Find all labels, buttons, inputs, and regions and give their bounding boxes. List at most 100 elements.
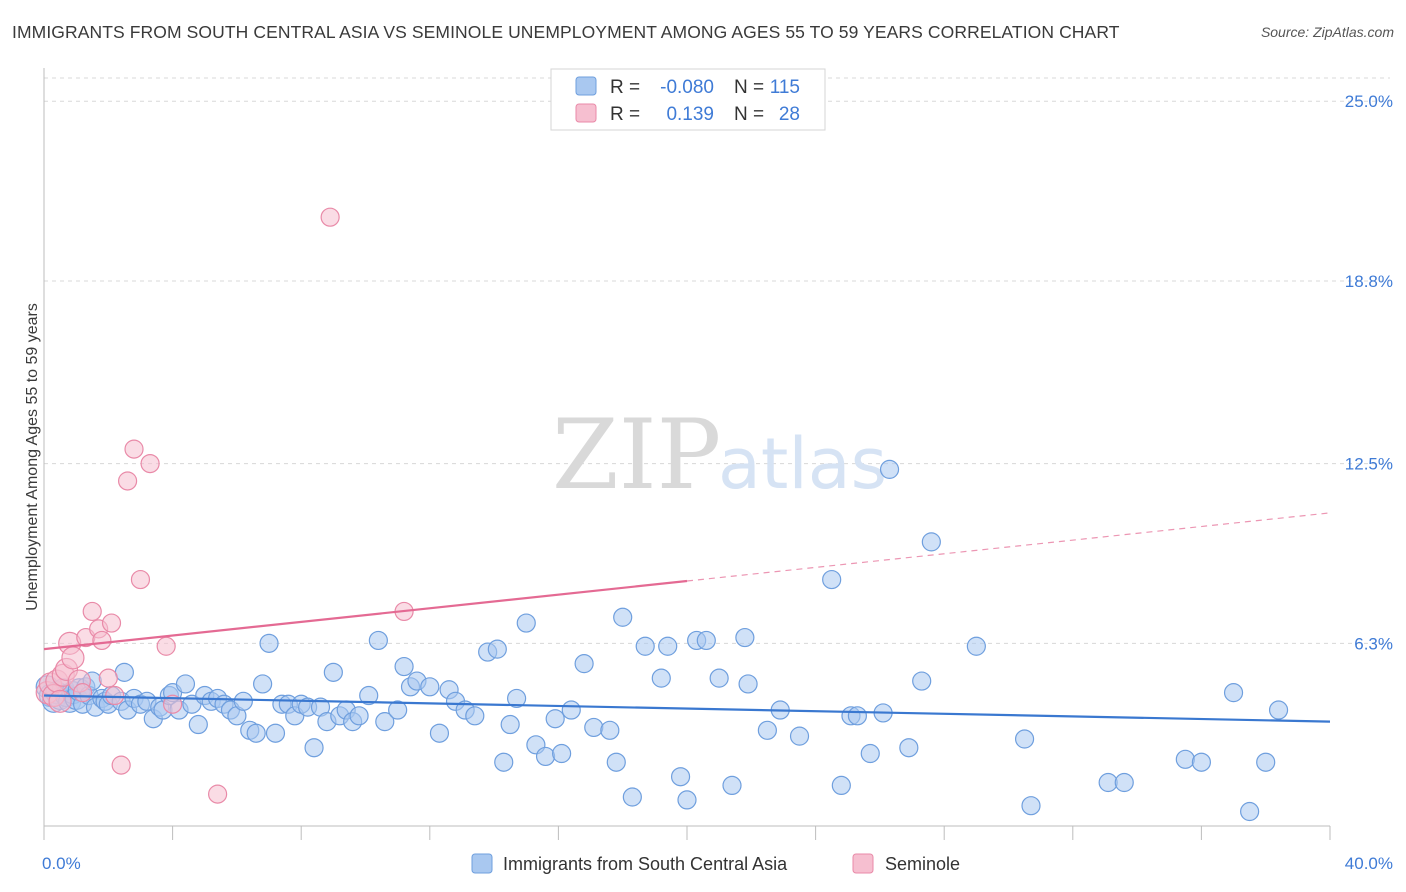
legend-n-value-2: 28 xyxy=(779,104,800,125)
pink-point-12 xyxy=(82,601,102,622)
watermark-zip: ZIP xyxy=(552,399,721,511)
blue-point-34 xyxy=(188,714,208,735)
pink-point-10 xyxy=(72,683,93,703)
pink-point-19 xyxy=(117,471,138,491)
source-label: Source: ZipAtlas.com xyxy=(1260,24,1394,40)
legend-swatch-pink xyxy=(575,103,597,123)
blue-point-97 xyxy=(709,668,729,688)
blue-point-121 xyxy=(1240,801,1260,822)
series-pink-points xyxy=(35,207,414,804)
legend-box: R = -0.080 N = 115 R = 0.139 N = 28 xyxy=(550,68,826,131)
blue-point-114 xyxy=(966,636,986,656)
blue-point-119 xyxy=(1191,752,1212,772)
blue-point-93 xyxy=(670,767,691,787)
legend-swatch-blue xyxy=(575,76,597,96)
blue-point-92 xyxy=(658,636,678,656)
pink-point-15 xyxy=(98,668,118,688)
pink-point-21 xyxy=(130,569,151,590)
y-tick-label-2: 18.8% xyxy=(1345,272,1393,291)
blue-point-43 xyxy=(246,723,266,743)
y-tick-label-0: 6.3% xyxy=(1354,634,1393,653)
blue-point-101 xyxy=(757,720,777,740)
blue-point-103 xyxy=(789,726,810,746)
blue-point-105 xyxy=(831,775,851,796)
blue-point-122 xyxy=(1268,700,1289,720)
legend-r-value-2: 0.139 xyxy=(666,104,714,125)
blue-point-72 xyxy=(465,706,485,726)
pink-point-18 xyxy=(111,755,131,775)
blue-point-111 xyxy=(899,738,919,758)
blue-point-74 xyxy=(487,639,507,659)
trend-lines xyxy=(43,512,1331,723)
x-tick-label-1: 40.0% xyxy=(1345,854,1393,873)
blue-point-118 xyxy=(1175,749,1195,769)
blue-point-55 xyxy=(323,662,343,682)
blue-point-115 xyxy=(1021,796,1041,816)
pink-point-8 xyxy=(61,646,85,670)
pink-point-16 xyxy=(101,613,122,633)
blue-point-75 xyxy=(494,752,514,772)
blue-point-76 xyxy=(500,714,520,735)
x-tick-label-0: 0.0% xyxy=(42,854,81,873)
trend-line-pink-extension xyxy=(686,512,1331,582)
blue-point-94 xyxy=(677,790,697,810)
y-axis-label: Unemployment Among Ages 55 to 59 years xyxy=(24,303,41,611)
blue-point-120 xyxy=(1223,683,1244,703)
blue-point-116 xyxy=(1098,772,1118,793)
blue-point-99 xyxy=(735,627,755,648)
pink-point-25 xyxy=(208,784,228,804)
legend-r-value-1: -0.080 xyxy=(660,77,714,98)
blue-point-64 xyxy=(394,656,414,677)
blue-point-60 xyxy=(359,685,379,706)
pink-point-20 xyxy=(124,439,144,459)
blue-point-41 xyxy=(233,691,253,711)
gridlines xyxy=(44,77,1390,644)
bottom-legend: Immigrants from South Central Asia Semin… xyxy=(471,853,960,874)
blue-point-59 xyxy=(349,706,369,726)
trend-line-blue xyxy=(43,694,1331,723)
blue-point-110 xyxy=(879,459,900,479)
legend-r-label-1: R = xyxy=(610,77,640,98)
blue-point-107 xyxy=(847,706,867,726)
blue-point-86 xyxy=(600,720,620,740)
legend-n-label-1: N = xyxy=(734,77,764,98)
blue-point-67 xyxy=(420,677,440,697)
blue-point-91 xyxy=(651,668,671,688)
blue-point-96 xyxy=(696,630,716,651)
blue-point-83 xyxy=(561,700,581,720)
watermark: ZIP atlas xyxy=(552,399,887,511)
blue-point-112 xyxy=(912,671,932,691)
blue-point-90 xyxy=(635,636,655,656)
blue-point-85 xyxy=(584,717,604,738)
blue-point-78 xyxy=(516,613,536,633)
blue-point-104 xyxy=(822,569,842,590)
bottom-legend-swatch-pink xyxy=(852,853,874,874)
pink-point-22 xyxy=(140,453,160,474)
blue-point-44 xyxy=(253,674,273,694)
bottom-legend-swatch-blue xyxy=(471,853,493,874)
blue-point-124 xyxy=(1014,729,1035,749)
pink-point-26 xyxy=(320,207,340,227)
blue-point-88 xyxy=(613,607,633,627)
blue-point-98 xyxy=(722,775,742,796)
pink-point-17 xyxy=(105,685,125,706)
bottom-legend-label-pink: Seminole xyxy=(885,854,960,874)
x-tick-labels: 0.0% 40.0% xyxy=(42,854,1393,873)
blue-point-63 xyxy=(388,700,408,720)
blue-point-61 xyxy=(368,630,388,651)
bottom-legend-label-blue: Immigrants from South Central Asia xyxy=(503,854,788,874)
blue-point-45 xyxy=(259,633,279,653)
pink-point-4 xyxy=(48,689,72,713)
legend-r-label-2: R = xyxy=(610,104,640,125)
blue-point-123 xyxy=(1256,752,1276,772)
y-tick-labels: 6.3% 12.5% 18.8% 25.0% xyxy=(1345,92,1393,653)
blue-point-80 xyxy=(535,746,556,767)
blue-point-62 xyxy=(375,712,395,732)
blue-point-87 xyxy=(606,752,626,772)
y-tick-label-3: 25.0% xyxy=(1345,92,1393,111)
blue-point-68 xyxy=(429,723,450,743)
y-tick-label-1: 12.5% xyxy=(1345,455,1393,474)
blue-point-21 xyxy=(114,662,134,682)
pink-point-23 xyxy=(156,636,176,656)
